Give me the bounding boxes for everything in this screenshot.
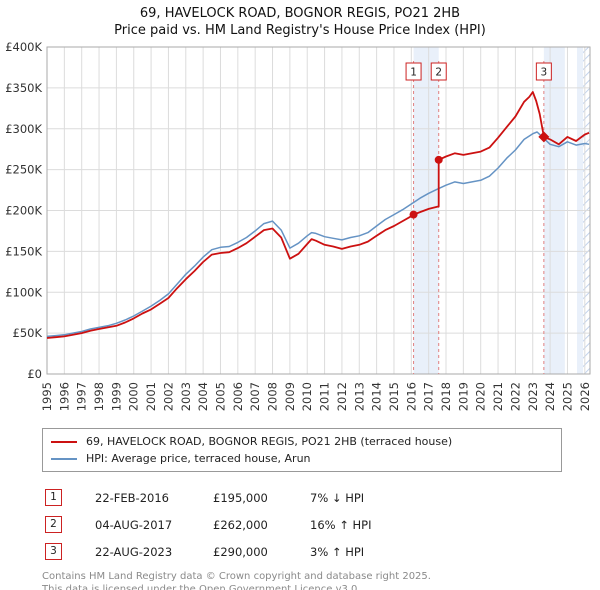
svg-text:1996: 1996 [57, 382, 71, 411]
svg-text:2009: 2009 [283, 382, 297, 411]
sale-row-2: 2 04-AUG-2017 £262,000 16% ↑ HPI [45, 511, 600, 538]
svg-text:2006: 2006 [231, 382, 245, 411]
sale-3-marker-badge: 3 [45, 543, 62, 560]
legend-entry-property: 69, HAVELOCK ROAD, BOGNOR REGIS, PO21 2H… [51, 433, 553, 450]
svg-text:£400K: £400K [5, 41, 42, 54]
sale-row-1: 1 22-FEB-2016 £195,000 7% ↓ HPI [45, 484, 600, 511]
svg-text:2024: 2024 [543, 382, 557, 411]
sale-3-date: 22-AUG-2023 [95, 544, 173, 559]
svg-text:1999: 1999 [109, 382, 123, 411]
sale-row-3: 3 22-AUG-2023 £290,000 3% ↑ HPI [45, 538, 600, 565]
sale-3-price: £290,000 [213, 544, 268, 559]
sale-1-price: £195,000 [213, 490, 268, 505]
svg-text:1998: 1998 [92, 382, 106, 411]
footer-line-1: Contains HM Land Registry data © Crown c… [42, 571, 431, 582]
svg-text:2002: 2002 [161, 382, 175, 411]
sales-table: 1 22-FEB-2016 £195,000 7% ↓ HPI 2 04-AUG… [0, 484, 600, 565]
property-line-swatch [51, 440, 77, 443]
svg-text:2: 2 [435, 67, 442, 79]
svg-text:2014: 2014 [370, 382, 384, 411]
svg-text:£50K: £50K [13, 326, 43, 340]
svg-text:2003: 2003 [179, 382, 193, 411]
sale-1-date: 22-FEB-2016 [95, 490, 169, 505]
svg-text:3: 3 [541, 67, 548, 79]
svg-text:2020: 2020 [474, 382, 488, 411]
svg-text:1995: 1995 [40, 382, 54, 411]
svg-text:2013: 2013 [352, 382, 366, 411]
page-title: 69, HAVELOCK ROAD, BOGNOR REGIS, PO21 2H… [139, 6, 461, 21]
legend-hpi-label: HPI: Average price, terraced house, Arun [86, 452, 311, 465]
svg-text:2022: 2022 [508, 382, 522, 411]
legend-entry-hpi: HPI: Average price, terraced house, Arun [51, 450, 553, 467]
chart-header: 69, HAVELOCK ROAD, BOGNOR REGIS, PO21 2H… [0, 0, 600, 41]
sale-3-hpi-delta: 3% ↑ HPI [310, 544, 365, 559]
svg-text:2001: 2001 [144, 382, 158, 411]
sale-2-hpi-delta: 16% ↑ HPI [310, 517, 372, 532]
price-chart: 1 2 3 £0 £50K £100K £150K £200K £250K £300K £350K £… [5, 41, 592, 411]
svg-text:£250K: £250K [5, 163, 42, 177]
sale-2-price: £262,000 [213, 517, 268, 532]
svg-text:2008: 2008 [266, 382, 280, 411]
chart-legend: 69, HAVELOCK ROAD, BOGNOR REGIS, PO21 2H… [42, 428, 562, 472]
hpi-line-swatch [51, 457, 77, 460]
svg-text:2007: 2007 [248, 382, 262, 411]
svg-text:£150K: £150K [5, 244, 42, 258]
svg-text:2019: 2019 [456, 382, 470, 411]
svg-text:£350K: £350K [5, 81, 42, 95]
svg-text:2004: 2004 [196, 382, 210, 411]
svg-text:1: 1 [410, 67, 417, 79]
page-subtitle: Price paid vs. HM Land Registry's House … [114, 23, 486, 38]
footer-line-2: This data is licensed under the Open Gov… [42, 583, 361, 590]
svg-text:1997: 1997 [75, 382, 89, 411]
svg-text:2021: 2021 [491, 382, 505, 411]
svg-text:2025: 2025 [560, 382, 574, 411]
svg-text:2015: 2015 [387, 382, 401, 411]
svg-text:2018: 2018 [439, 382, 453, 411]
sale-1-hpi-delta: 7% ↓ HPI [310, 490, 365, 505]
license-footer: Contains HM Land Registry data © Crown c… [0, 571, 600, 590]
svg-text:2010: 2010 [300, 382, 314, 411]
svg-text:2017: 2017 [422, 382, 436, 411]
svg-text:2026: 2026 [578, 382, 592, 411]
sale-1-marker-badge: 1 [45, 489, 62, 506]
svg-text:£200K: £200K [5, 204, 42, 218]
sale-2-marker-badge: 2 [45, 516, 62, 533]
svg-text:2012: 2012 [335, 382, 349, 411]
svg-text:2000: 2000 [127, 382, 141, 411]
svg-text:£300K: £300K [5, 122, 42, 136]
svg-text:£100K: £100K [5, 285, 42, 299]
sale-2-date: 04-AUG-2017 [95, 517, 173, 532]
legend-property-label: 69, HAVELOCK ROAD, BOGNOR REGIS, PO21 2H… [86, 435, 453, 448]
svg-text:2011: 2011 [318, 382, 332, 411]
svg-text:2005: 2005 [213, 382, 227, 411]
svg-text:2016: 2016 [404, 382, 418, 411]
svg-text:£0: £0 [27, 367, 42, 381]
svg-text:2023: 2023 [526, 382, 540, 411]
